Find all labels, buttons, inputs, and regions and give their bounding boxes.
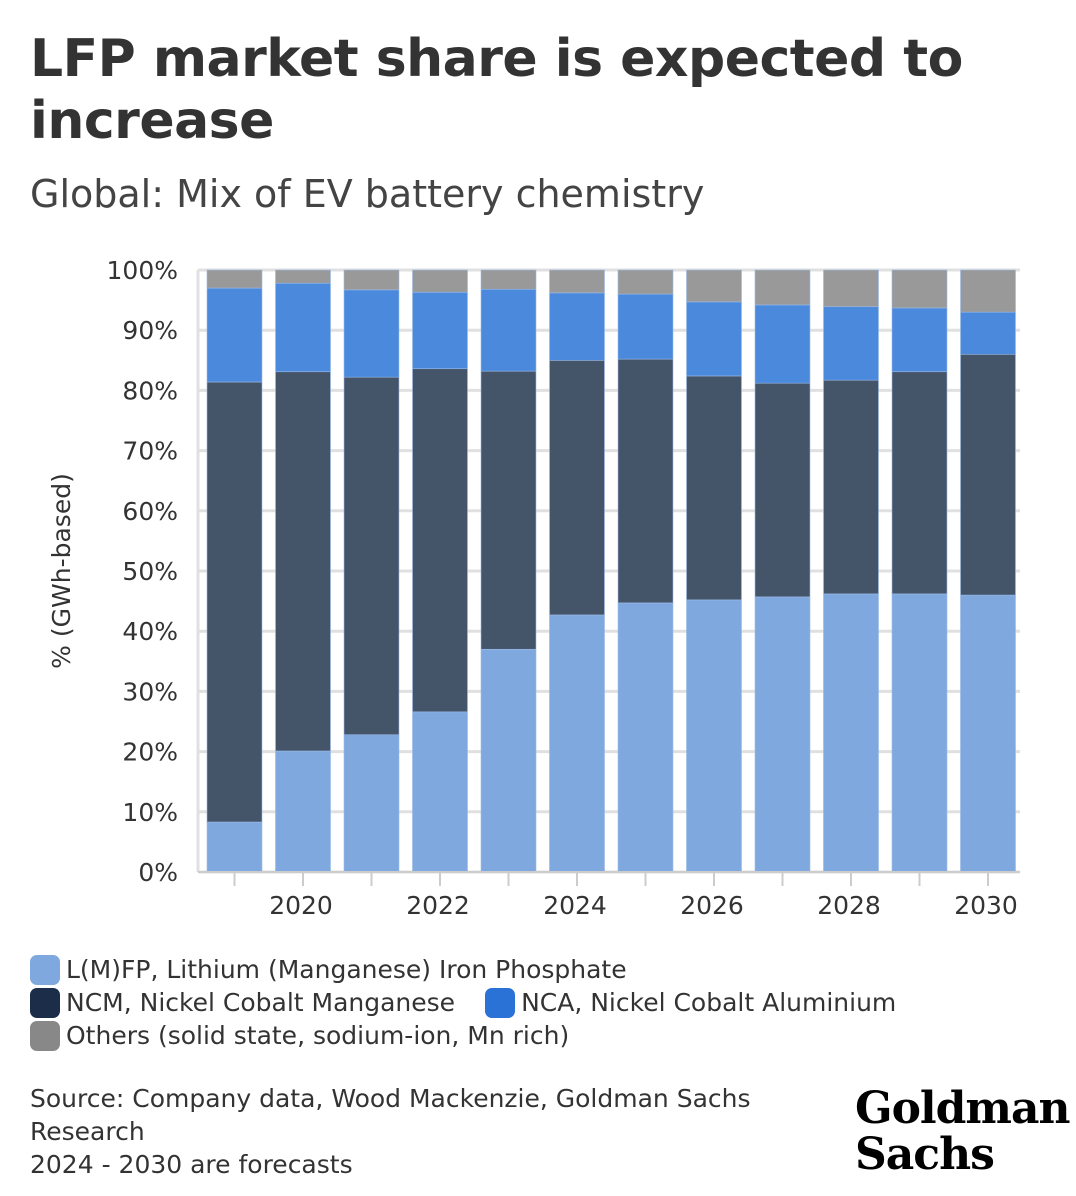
bar-nca-2029 [891, 307, 948, 373]
bar-others-2029 [891, 269, 948, 309]
x-tick-label: 2028 [817, 891, 881, 920]
bar-lfp-2030 [960, 594, 1016, 873]
y-tick-label: 80% [122, 376, 178, 405]
bar-others-2025 [617, 269, 674, 295]
bar-nca-2027 [754, 304, 811, 384]
bar-ncm-2026 [686, 375, 742, 601]
bar-lfp-2027 [754, 596, 811, 873]
legend-swatch-ncm [30, 987, 60, 1018]
bar-lfp-2020 [275, 750, 331, 873]
bar-lfp-2029 [891, 593, 948, 873]
bar-others-2023 [480, 269, 537, 290]
bar-nca-2025 [617, 293, 674, 360]
legend-item-ncm: NCM, Nickel Cobalt Manganese [30, 986, 455, 1019]
bar-nca-2024 [549, 292, 605, 361]
bar-lfp-2028 [823, 593, 879, 873]
forecast-note: 2024 - 2030 are forecasts [30, 1150, 353, 1179]
legend-item-lfp: L(M)FP, Lithium (Manganese) Iron Phospha… [30, 953, 627, 986]
bar-ncm-2030 [960, 353, 1016, 596]
x-tick-label: 2020 [269, 891, 333, 920]
bar-nca-2021 [343, 289, 400, 378]
bar-nca-2026 [686, 301, 742, 377]
legend-item-others: Others (solid state, sodium-ion, Mn rich… [30, 1019, 569, 1052]
legend-label: NCA, Nickel Cobalt Aluminium [521, 988, 897, 1017]
bar-ncm-2027 [754, 382, 811, 598]
chart-subtitle: Global: Mix of EV battery chemistry [30, 172, 705, 216]
x-tick-label: 2024 [543, 891, 607, 920]
bar-lfp-2025 [617, 602, 674, 873]
y-tick-label: 50% [122, 557, 178, 586]
y-axis-label: % (GWh-based) [47, 473, 76, 669]
logo-line: Sachs [855, 1129, 995, 1180]
bar-ncm-2019 [206, 381, 263, 823]
bar-nca-2023 [480, 288, 537, 372]
legend-label: Others (solid state, sodium-ion, Mn rich… [66, 1021, 570, 1050]
legend-swatch-lfp [30, 954, 60, 985]
bar-ncm-2023 [480, 370, 537, 650]
bar-nca-2030 [960, 311, 1016, 355]
bar-nca-2022 [412, 291, 468, 370]
logo-line: Goldman [855, 1083, 1070, 1134]
bar-others-2019 [206, 269, 263, 289]
bar-lfp-2022 [412, 711, 468, 873]
bar-ncm-2025 [617, 358, 674, 604]
bar-ncm-2022 [412, 368, 468, 713]
legend-item-nca: NCA, Nickel Cobalt Aluminium [485, 986, 896, 1019]
bar-lfp-2019 [206, 821, 263, 873]
stacked-bar-chart: 0% 10% 20% 30% 40% 50% 60% 70% 80% 90% 100% % (GWh-… [47, 256, 1020, 920]
legend-swatch-others [30, 1020, 60, 1051]
bar-nca-2020 [275, 282, 331, 373]
bar-ncm-2028 [823, 379, 879, 595]
bar-lfp-2021 [343, 734, 400, 873]
bar-nca-2028 [823, 306, 879, 381]
source-line: Source: Company data, Wood Mackenzie, Go… [30, 1084, 751, 1113]
bar-others-2026 [686, 269, 742, 303]
bar-others-2021 [343, 269, 400, 291]
chart-title: LFP market share is expected to increase [30, 29, 963, 151]
x-tick-label: 2030 [954, 891, 1018, 920]
source-line: Research [30, 1117, 145, 1146]
y-tick-label: 70% [122, 437, 178, 466]
bar-ncm-2029 [891, 371, 948, 595]
y-tick-label: 40% [122, 617, 178, 646]
bar-nca-2019 [206, 287, 263, 383]
bar-ncm-2024 [549, 359, 605, 616]
source-note: Source: Company data, Wood Mackenzie, Go… [30, 1082, 830, 1181]
bar-others-2030 [960, 269, 1016, 313]
y-tick-label: 30% [122, 677, 178, 706]
bar-others-2027 [754, 269, 811, 306]
goldman-sachs-logo: Goldman Sachs [855, 1083, 1070, 1180]
x-tick-label: 2026 [680, 891, 744, 920]
legend-label: L(M)FP, Lithium (Manganese) Iron Phospha… [66, 955, 627, 984]
bar-others-2024 [549, 269, 605, 294]
legend-label: NCM, Nickel Cobalt Manganese [66, 988, 456, 1017]
bar-ncm-2021 [343, 376, 400, 736]
bar-ncm-2020 [275, 371, 331, 752]
y-tick-label: 60% [122, 497, 178, 526]
x-tick-label: 2022 [406, 891, 470, 920]
bar-others-2020 [275, 269, 331, 284]
bar-lfp-2024 [549, 614, 605, 873]
legend: L(M)FP, Lithium (Manganese) Iron Phospha… [30, 953, 926, 1052]
bar-lfp-2026 [686, 599, 742, 873]
legend-swatch-nca [485, 987, 516, 1018]
y-tick-label: 20% [122, 738, 178, 767]
y-tick-label: 100% [107, 256, 178, 285]
y-tick-label: 10% [122, 798, 178, 827]
y-tick-label: 90% [122, 316, 178, 345]
bar-lfp-2023 [480, 648, 537, 873]
y-tick-label: 0% [138, 858, 178, 887]
bar-others-2022 [412, 269, 468, 293]
bar-others-2028 [823, 269, 879, 308]
